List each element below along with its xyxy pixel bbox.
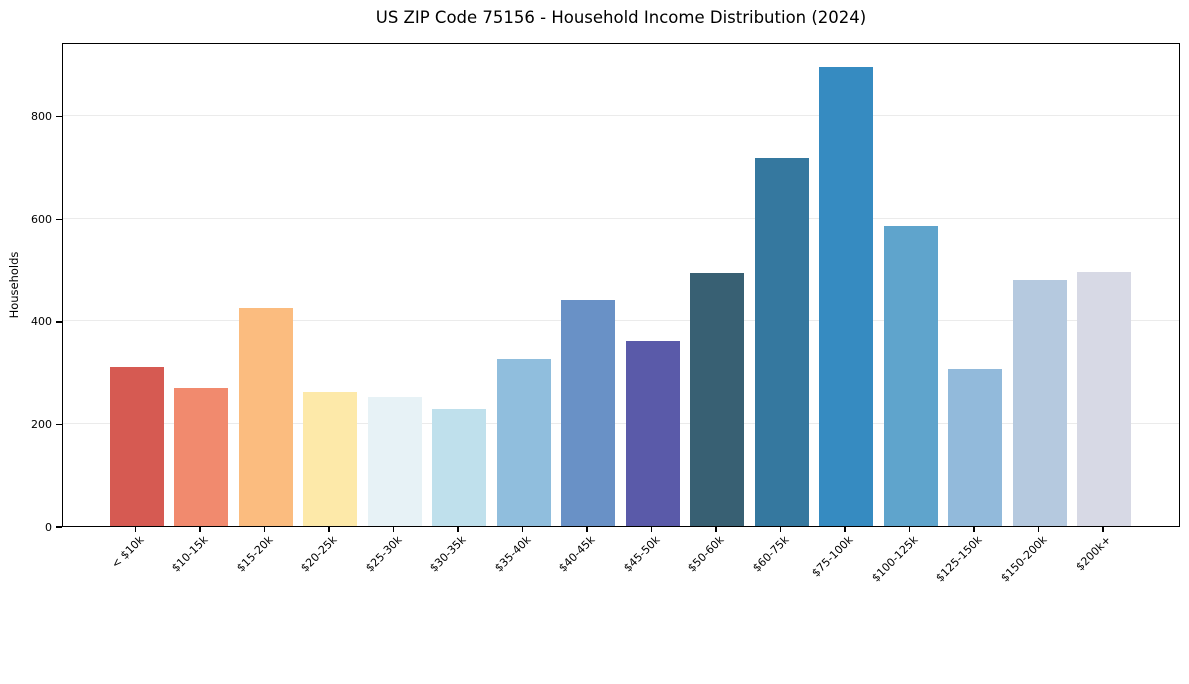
x-tick-label: $75-100k: [809, 533, 856, 580]
y-tick-label: 800: [31, 110, 52, 124]
x-tick-label: $40-45k: [556, 533, 598, 575]
x-axis-tick: [1037, 527, 1040, 532]
y-tick-label: 0: [45, 520, 52, 534]
y-axis-tick: [56, 218, 62, 220]
bar-125-150k: [948, 369, 1002, 526]
x-tick-label: $200k+: [1073, 533, 1114, 574]
x-axis-tick: [521, 527, 524, 532]
x-tick-label: $15-20k: [233, 533, 275, 575]
gridline: [63, 217, 1179, 219]
y-axis-tick: [56, 116, 62, 118]
x-axis-tick: [392, 527, 395, 532]
x-axis-tick: [199, 527, 201, 532]
bar-25-30k: [367, 397, 422, 526]
chart-title: US ZIP Code 75156 - Household Income Dis…: [375, 8, 867, 27]
x-tick-label: $45-50k: [620, 533, 662, 575]
x-tick-label: $35-40k: [491, 533, 533, 575]
bar-100-125k: [883, 225, 938, 526]
x-axis-tick: [973, 527, 975, 532]
income-distribution-chart: US ZIP Code 75156 - Household Income Dis…: [7, 8, 1180, 584]
bar-150-200k: [1012, 280, 1067, 526]
bar-75-100k: [819, 67, 873, 526]
x-axis-tick: [586, 527, 588, 532]
y-axis-tick: [56, 526, 62, 528]
y-axis-label: Households: [7, 251, 21, 319]
x-tick-label: $150-200k: [997, 533, 1049, 585]
y-axis-tick: [56, 423, 62, 426]
x-axis-tick: [328, 527, 330, 532]
x-axis-tick: [908, 527, 911, 532]
x-axis-tick: [263, 527, 266, 532]
x-tick-label: < $10k: [108, 533, 146, 571]
x-tick-label: $100-125k: [868, 533, 920, 585]
gridline: [63, 115, 1179, 117]
y-tick-label: 200: [31, 417, 52, 431]
bar-45-50k: [625, 340, 680, 526]
plot-area: [62, 43, 1180, 527]
y-tick-label: 600: [31, 212, 52, 226]
x-axis-tick: [457, 527, 459, 532]
x-tick-label: $25-30k: [362, 533, 404, 575]
x-axis-tick: [1102, 527, 1104, 532]
bar-200k: [1077, 272, 1131, 526]
y-tick-label: 400: [31, 315, 52, 329]
bar-10k: [109, 367, 164, 526]
bar-60-75k: [754, 157, 809, 526]
y-axis-tick: [56, 321, 62, 323]
x-axis-tick: [134, 527, 137, 532]
bar-40-45k: [561, 300, 615, 526]
x-tick-label: $20-25k: [298, 533, 340, 575]
x-tick-label: $30-35k: [427, 533, 469, 575]
x-tick-label: $10-15k: [169, 533, 211, 575]
gridline: [63, 422, 1179, 424]
x-tick-label: $50-60k: [685, 533, 727, 575]
x-axis-tick: [779, 527, 782, 532]
bar-20-25k: [303, 392, 357, 526]
bar-35-40k: [496, 358, 551, 526]
bar-10-15k: [174, 388, 228, 526]
bar-50-60k: [690, 273, 744, 526]
x-axis-tick: [650, 527, 653, 532]
gridline: [63, 320, 1179, 322]
x-axis-tick: [844, 527, 846, 532]
x-axis-tick: [715, 527, 717, 532]
x-tick-label: $60-75k: [749, 533, 791, 575]
bar-30-35k: [432, 408, 486, 526]
bar-15-20k: [238, 308, 293, 526]
x-tick-label: $125-150k: [933, 533, 985, 585]
